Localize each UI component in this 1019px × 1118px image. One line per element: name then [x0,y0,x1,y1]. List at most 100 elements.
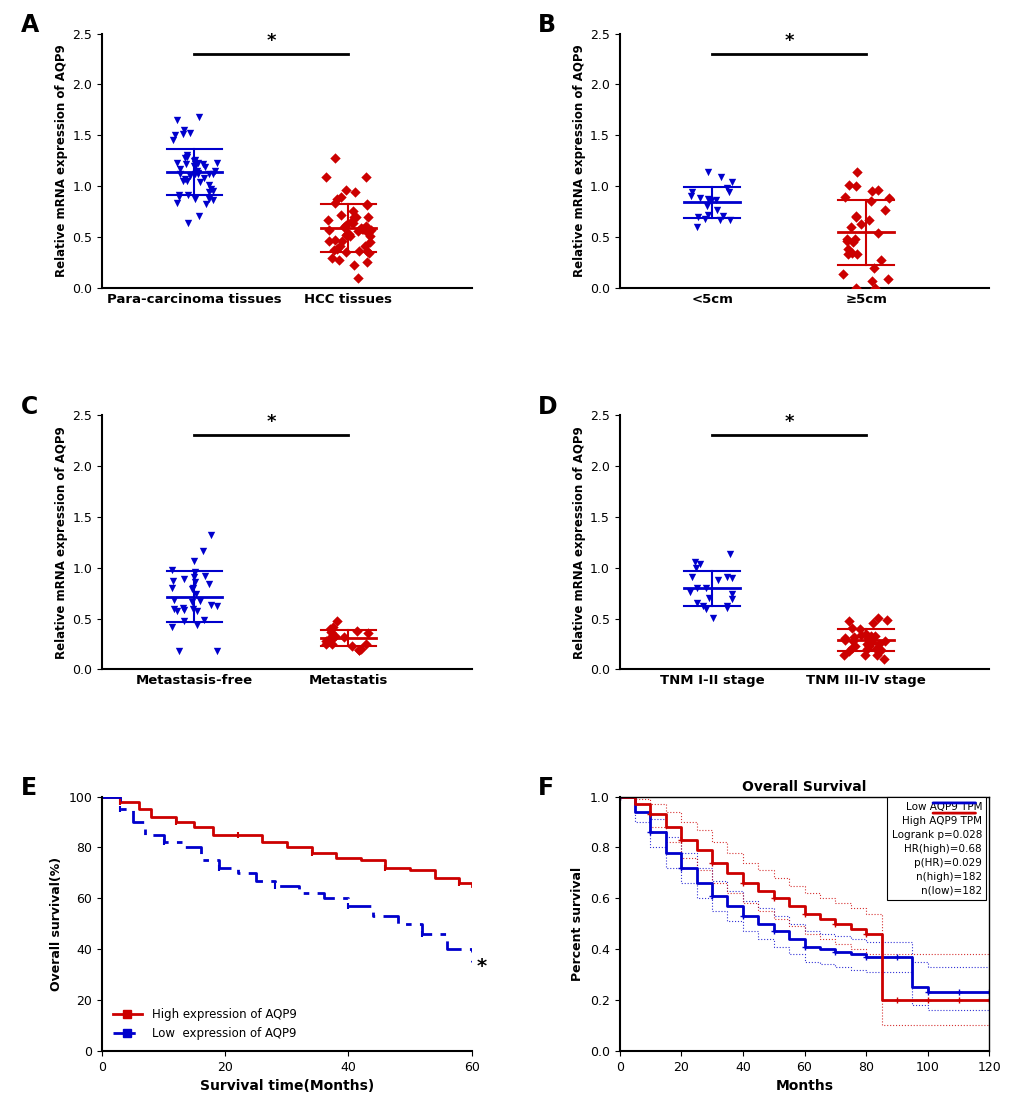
Point [721,210,738,228]
Point [722,569,739,587]
Point [181,168,198,186]
Point [192,593,208,610]
Point [847,208,863,226]
Point [840,239,856,257]
Low AQP9 TPM [952,986,964,999]
High AQP9 TPM [690,843,702,856]
Point [336,218,353,236]
Low  expression of AQP9 [195,853,207,866]
Point [340,225,357,243]
Text: Logrank p=0.028
HR(high)=0.68
p(HR)=0.029
n(high)=182
n(low)=182: Logrank p=0.028 HR(high)=0.68 p(HR)=0.02… [891,804,981,861]
Point [175,601,192,619]
Point [359,196,375,214]
Point [174,172,191,190]
Low AQP9 TPM [798,940,810,954]
Point [860,211,876,229]
Point [866,639,882,657]
Point [866,627,882,645]
Point [688,579,704,597]
Point [842,218,858,236]
Low AQP9 TPM [936,986,949,999]
Low AQP9 TPM [859,950,871,964]
Point [350,222,366,240]
Low  expression of AQP9 [157,835,169,849]
Point [337,243,354,260]
Point [359,254,375,272]
Point [192,172,208,190]
Low  expression of AQP9 [250,874,262,888]
High expression of AQP9 [132,803,145,816]
Point [209,597,225,615]
Point [179,215,196,233]
Point [209,642,225,660]
Point [696,210,712,228]
Point [176,170,193,188]
Point [856,646,872,664]
Point [209,154,225,172]
Point [362,227,378,245]
High expression of AQP9 [379,861,391,874]
Point [717,568,734,586]
Point [351,642,367,660]
Low AQP9 TPM [967,986,979,999]
High AQP9 TPM [828,917,841,930]
Point [852,619,868,637]
Point [694,597,710,615]
X-axis label: Survival time(Months): Survival time(Months) [200,1079,374,1093]
Point [841,177,857,195]
Point [191,207,207,225]
High AQP9 TPM [921,993,933,1006]
Point [187,586,204,604]
Point [169,195,185,212]
Point [351,243,367,260]
High AQP9 TPM [890,993,902,1006]
Point [172,160,189,178]
Point [837,631,853,648]
Point [171,188,187,206]
High AQP9 TPM [874,993,887,1006]
Point [324,249,340,267]
High AQP9 TPM [720,866,733,880]
Point [174,599,191,617]
Low  expression of AQP9 [391,917,404,930]
High AQP9 TPM [936,993,949,1006]
High expression of AQP9 [428,871,440,884]
Point [359,243,375,260]
Point [170,643,186,661]
Point [341,227,358,245]
Text: *: * [476,957,486,976]
Point [720,183,737,201]
Point [185,152,202,170]
Point [862,627,878,645]
Point [354,220,370,238]
Point [200,575,216,593]
Point [329,190,345,208]
Point [186,572,203,590]
Text: D: D [538,395,557,419]
Point [346,183,363,201]
Point [184,600,201,618]
Title: Overall Survival: Overall Survival [742,780,866,794]
Point [353,641,369,659]
Low  expression of AQP9 [139,828,151,842]
X-axis label: Months: Months [774,1079,833,1093]
Point [723,586,740,604]
High AQP9 TPM [675,833,687,846]
Low AQP9 TPM [613,789,626,803]
High AQP9 TPM [705,856,717,870]
Point [862,272,878,290]
Point [708,201,725,219]
Low AQP9 TPM [982,986,995,999]
Text: *: * [266,31,276,50]
High expression of AQP9 [355,853,367,866]
Point [714,207,731,225]
High AQP9 TPM [952,993,964,1006]
Text: Low AQP9 TPM
High AQP9 TPM
Logrank p=0.028
HR(high)=0.68
p(HR)=0.029
n(high)=182: Low AQP9 TPM High AQP9 TPM Logrank p=0.0… [891,802,981,896]
Point [711,210,728,228]
Point [186,151,203,169]
Point [687,552,703,570]
Point [870,635,887,653]
Line: Low  expression of AQP9: Low expression of AQP9 [102,796,471,961]
Point [201,164,217,182]
Y-axis label: Relative mRNA expression of AQP9: Relative mRNA expression of AQP9 [573,45,585,277]
